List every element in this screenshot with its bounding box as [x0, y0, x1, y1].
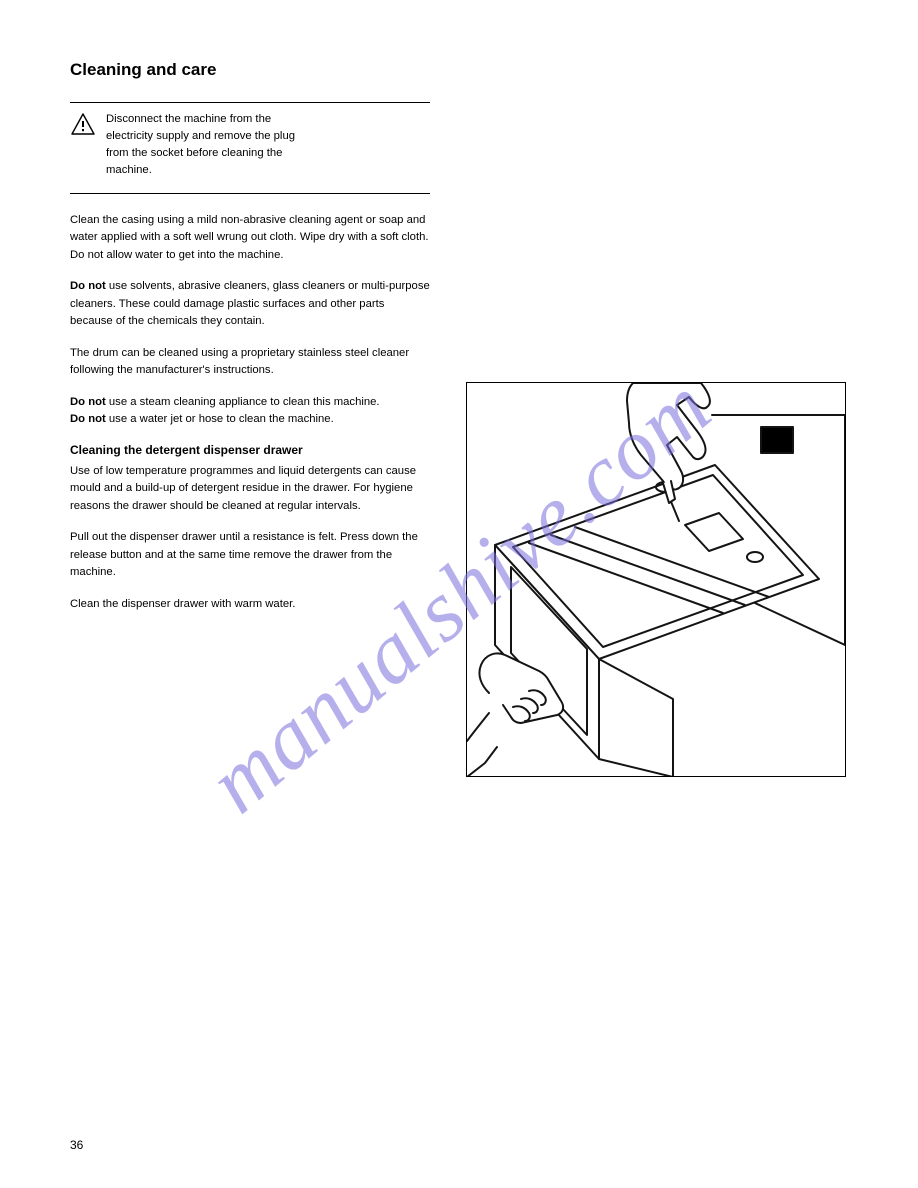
section-heading: Cleaning the detergent dispenser drawer: [70, 443, 430, 457]
text-run: use solvents, abrasive cleaners, glass c…: [70, 280, 430, 327]
text-run: Clean the casing using a mild non-abrasi…: [70, 214, 429, 244]
text-run: use a steam cleaning appliance to clean …: [106, 396, 380, 408]
warning-block: Disconnect the machine from the electric…: [70, 102, 430, 194]
paragraph: Do not use a steam cleaning appliance to…: [70, 394, 430, 429]
bold-text: Do not: [70, 280, 106, 292]
content-columns: Disconnect the machine from the electric…: [70, 102, 848, 777]
page-title: Cleaning and care: [70, 60, 848, 80]
warning-line: electricity supply and remove the plug: [106, 130, 295, 142]
warning-line: machine.: [106, 164, 152, 176]
paragraph: Use of low temperature programmes and li…: [70, 463, 430, 516]
left-column: Disconnect the machine from the electric…: [70, 102, 430, 777]
paragraph: Clean the casing using a mild non-abrasi…: [70, 212, 430, 265]
paragraph: Clean the dispenser drawer with warm wat…: [70, 596, 430, 614]
drawer-removal-diagram: [466, 382, 846, 777]
page-number: 36: [70, 1138, 83, 1152]
paragraph: Pull out the dispenser drawer until a re…: [70, 529, 430, 582]
bold-text: Do not: [70, 413, 106, 425]
bold-text: Do not: [70, 396, 106, 408]
paragraph: The drum can be cleaned using a propriet…: [70, 345, 430, 380]
text-run: Do not allow water to get into the machi…: [70, 249, 284, 261]
warning-text: Disconnect the machine from the electric…: [106, 111, 295, 179]
warning-triangle-icon: [70, 112, 96, 136]
page-container: Cleaning and care Disconnect the machine…: [0, 0, 918, 1188]
paragraph: Do not use solvents, abrasive cleaners, …: [70, 278, 430, 331]
warning-line: from the socket before cleaning the: [106, 147, 282, 159]
warning-line: Disconnect the machine from the: [106, 113, 271, 125]
text-run: use a water jet or hose to clean the mac…: [106, 413, 334, 425]
right-column: [466, 102, 846, 777]
